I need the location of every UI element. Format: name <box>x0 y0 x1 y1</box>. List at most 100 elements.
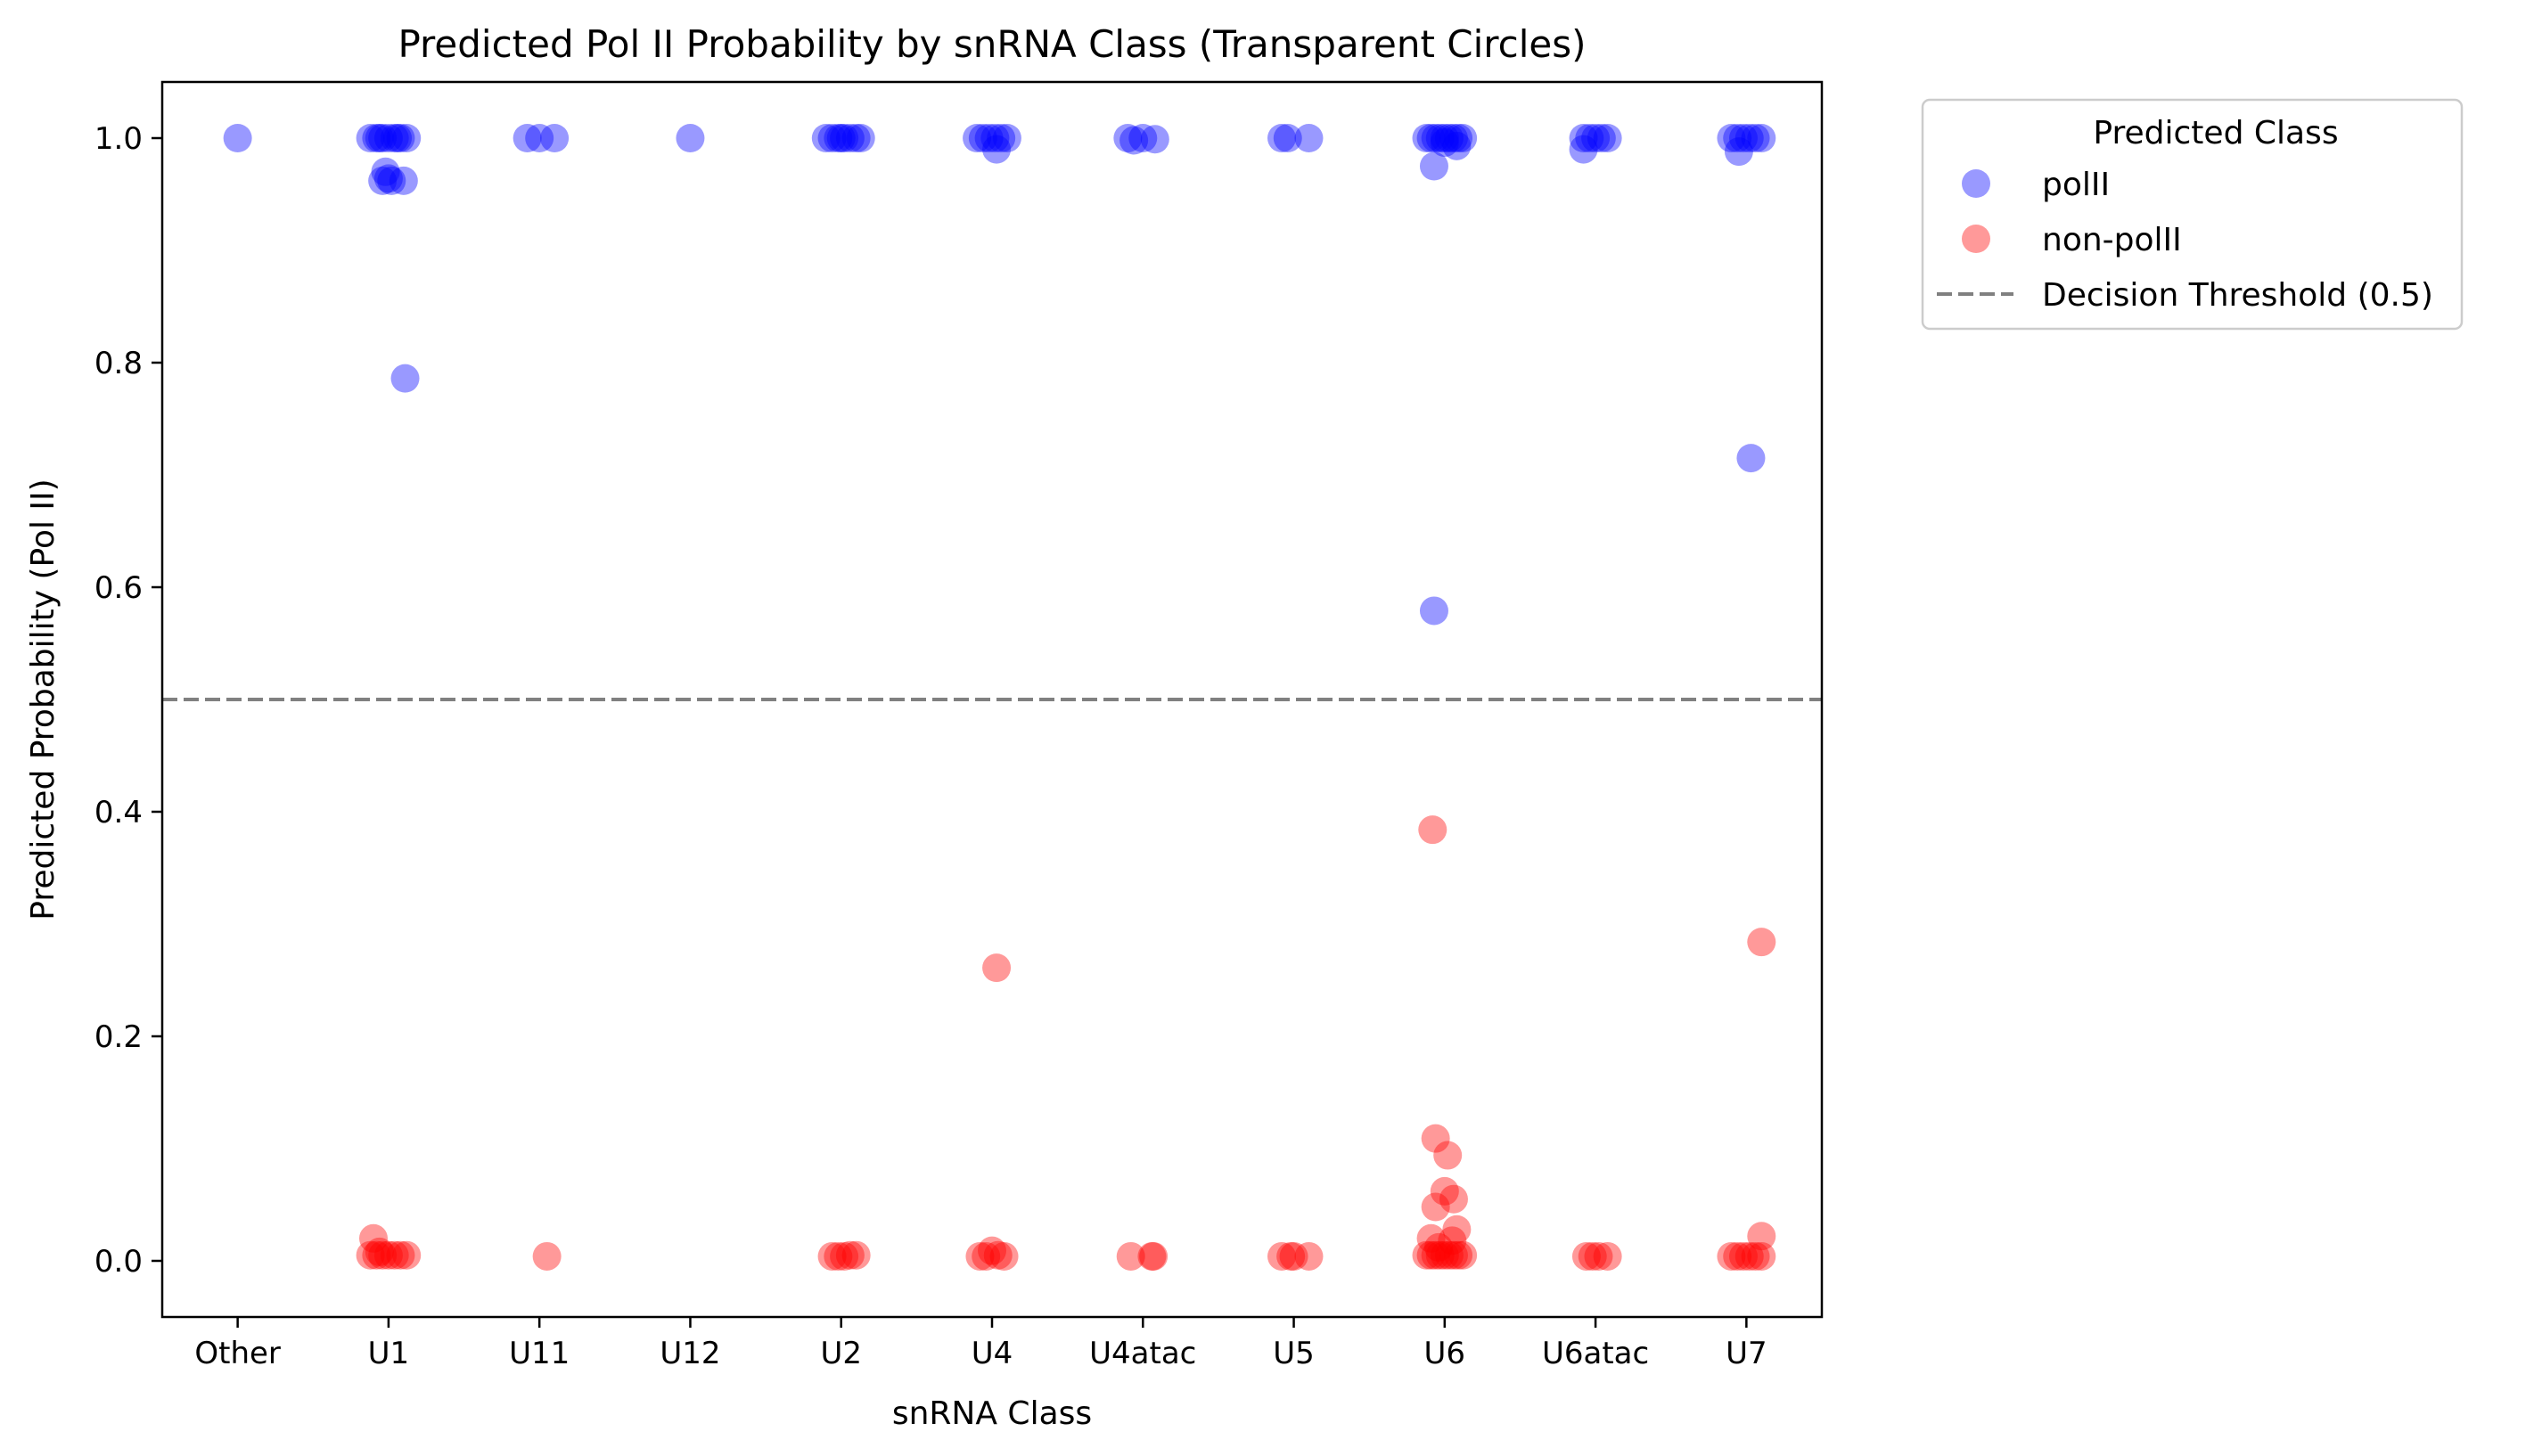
data-point-polII <box>676 124 705 152</box>
x-tick-label-u4: U4 <box>972 1336 1013 1371</box>
data-point-polII <box>383 124 413 152</box>
data-point-polII <box>368 166 398 195</box>
data-point-polII <box>1593 124 1622 152</box>
legend-label-polII: polII <box>2042 167 2110 203</box>
y-tick-label: 0.4 <box>94 795 143 830</box>
data-point-non-polII <box>386 1240 415 1270</box>
data-point-non-polII <box>1442 1215 1472 1244</box>
data-point-polII <box>362 124 391 152</box>
x-tick-label-u4atac: U4atac <box>1089 1336 1196 1371</box>
data-point-polII <box>980 124 1010 152</box>
x-tick-label-u5: U5 <box>1273 1336 1315 1371</box>
data-point-polII <box>513 124 542 152</box>
data-point-polII <box>846 124 875 152</box>
data-point-non-polII <box>1448 1240 1478 1270</box>
data-point-polII <box>1434 124 1464 152</box>
data-point-polII <box>974 124 1004 152</box>
data-point-polII <box>1734 124 1764 152</box>
data-point-polII <box>1747 124 1776 152</box>
data-point-polII <box>1419 596 1448 626</box>
data-point-polII <box>1723 124 1752 152</box>
data-point-polII <box>987 124 1016 152</box>
data-point-polII <box>1416 124 1446 152</box>
data-point-polII <box>817 124 847 152</box>
y-axis-label: Predicted Probability (Pol II) <box>25 479 62 920</box>
y-tick-label: 0.6 <box>94 570 143 606</box>
data-point-non-polII <box>1412 1240 1441 1270</box>
data-point-non-polII <box>1279 1241 1308 1271</box>
data-point-non-polII <box>1416 1240 1446 1270</box>
data-point-polII <box>1267 124 1297 152</box>
data-point-polII <box>1430 128 1459 158</box>
data-point-polII <box>540 124 570 152</box>
data-point-polII <box>1569 124 1598 152</box>
data-point-polII <box>824 124 853 152</box>
data-point-polII <box>1581 124 1611 152</box>
data-point-polII <box>1736 444 1766 473</box>
x-tick-label-other: Other <box>194 1336 281 1371</box>
data-point-non-polII <box>362 1240 391 1270</box>
data-point-non-polII <box>392 1240 422 1270</box>
data-point-non-polII <box>824 1241 853 1271</box>
data-point-non-polII <box>1267 1241 1297 1271</box>
data-point-non-polII <box>532 1241 562 1271</box>
y-axis: 0.0 0.2 0.4 0.6 0.8 1.0 <box>94 121 162 1280</box>
data-point-non-polII <box>1593 1241 1622 1271</box>
data-point-non-polII <box>1741 1241 1770 1271</box>
series-non-polII <box>356 815 1776 1271</box>
data-point-non-polII <box>1444 1240 1473 1270</box>
data-point-non-polII <box>365 1237 394 1266</box>
y-tick-label: 1.0 <box>94 121 143 157</box>
data-point-polII <box>826 124 856 152</box>
data-point-non-polII <box>1416 1223 1446 1253</box>
data-point-polII <box>1741 124 1770 152</box>
data-point-non-polII <box>830 1241 859 1271</box>
data-point-non-polII <box>817 1241 847 1271</box>
legend-marker-polII <box>1962 169 1990 198</box>
data-point-non-polII <box>1747 1222 1776 1251</box>
data-point-non-polII <box>358 1223 388 1253</box>
x-axis-label: snRNA Class <box>892 1395 1092 1432</box>
data-point-non-polII <box>1439 1184 1468 1214</box>
x-tick-label-u2: U2 <box>820 1336 862 1371</box>
data-point-polII <box>1273 124 1302 152</box>
data-point-non-polII <box>1747 928 1776 957</box>
data-point-polII <box>830 124 859 152</box>
data-point-polII <box>963 124 992 152</box>
data-point-non-polII <box>1430 1176 1459 1206</box>
data-point-polII <box>1425 124 1455 152</box>
data-point-polII <box>389 166 418 195</box>
data-point-non-polII <box>1434 1240 1464 1270</box>
data-point-polII <box>392 124 422 152</box>
data-point-non-polII <box>1723 1241 1752 1271</box>
data-point-polII <box>377 166 406 195</box>
data-point-non-polII <box>1421 1192 1450 1222</box>
data-point-polII <box>1569 135 1598 164</box>
data-point-polII <box>1128 124 1158 152</box>
data-point-non-polII <box>356 1240 385 1270</box>
data-point-polII <box>992 124 1021 152</box>
data-point-polII <box>811 124 841 152</box>
data-point-non-polII <box>978 1236 1006 1265</box>
data-point-non-polII <box>1294 1241 1324 1271</box>
data-point-polII <box>1442 131 1472 160</box>
data-point-polII <box>1439 124 1468 152</box>
data-point-non-polII <box>982 953 1012 983</box>
data-point-polII <box>223 124 252 152</box>
data-point-non-polII <box>835 1240 865 1270</box>
data-point-polII <box>982 135 1012 164</box>
data-point-polII <box>1140 125 1169 154</box>
data-point-polII <box>968 124 997 152</box>
data-point-non-polII <box>1418 815 1447 845</box>
y-tick-label: 0.8 <box>94 346 143 381</box>
chart-title: Predicted Pol II Probability by snRNA Cl… <box>398 22 1586 66</box>
data-point-non-polII <box>972 1241 1001 1271</box>
legend: Predicted Class polII non-polII Decision… <box>1921 98 2464 331</box>
data-point-non-polII <box>1430 1240 1459 1270</box>
data-point-polII <box>1421 124 1450 152</box>
data-point-non-polII <box>1584 1241 1613 1271</box>
data-point-polII <box>1412 124 1441 152</box>
data-point-non-polII <box>1421 1240 1450 1270</box>
data-point-polII <box>1448 124 1478 152</box>
